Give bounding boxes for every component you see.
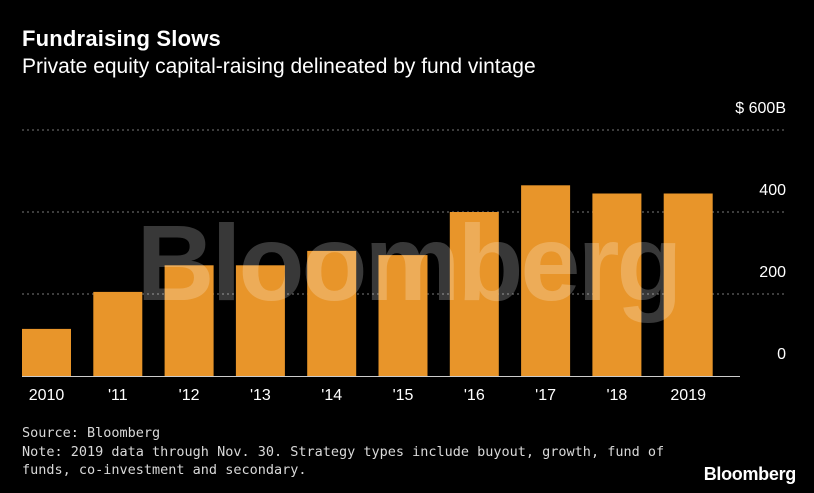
x-tick-label: '16 [464, 387, 485, 404]
x-tick-label: '14 [321, 387, 342, 404]
x-tick-label: '13 [250, 387, 271, 404]
bar [164, 265, 214, 376]
bar [378, 255, 428, 376]
footnote-line-1: Note: 2019 data through Nov. 30. Strateg… [22, 444, 665, 460]
bar [449, 212, 499, 376]
bar [521, 185, 571, 376]
footnote: Note: 2019 data through Nov. 30. Strateg… [22, 443, 664, 479]
x-tick-label: '11 [108, 387, 128, 404]
bar [592, 193, 642, 376]
watermark: Bloomberg [136, 202, 679, 323]
x-tick-label: '18 [606, 387, 627, 404]
bar [663, 193, 713, 376]
x-tick-label: '17 [535, 387, 556, 404]
x-tick-label: 2010 [29, 387, 65, 404]
footnote-line-2: funds, co-investment and secondary. [22, 462, 307, 478]
x-tick-label: '12 [179, 387, 200, 404]
x-tick-label: 2019 [670, 387, 706, 404]
chart-title: Fundraising Slows [22, 26, 221, 51]
bar [22, 328, 71, 376]
source-note: Source: Bloomberg [22, 425, 161, 441]
chart-subtitle: Private equity capital-raising delineate… [22, 55, 536, 78]
bar [93, 291, 143, 376]
y-tick-label: 0 [777, 346, 786, 363]
y-tick-label: 200 [759, 264, 786, 281]
bar [235, 265, 285, 376]
bloomberg-logo: Bloomberg [703, 464, 797, 484]
y-tick-label: $ 600B [735, 100, 786, 117]
x-tick-label: '15 [393, 387, 414, 404]
y-tick-label: 400 [759, 182, 786, 199]
bar [307, 250, 357, 376]
bar-chart: 0 200 400 $ 600B Bloomberg 2010 '11 '12 '13 '14 '1… [22, 100, 786, 404]
